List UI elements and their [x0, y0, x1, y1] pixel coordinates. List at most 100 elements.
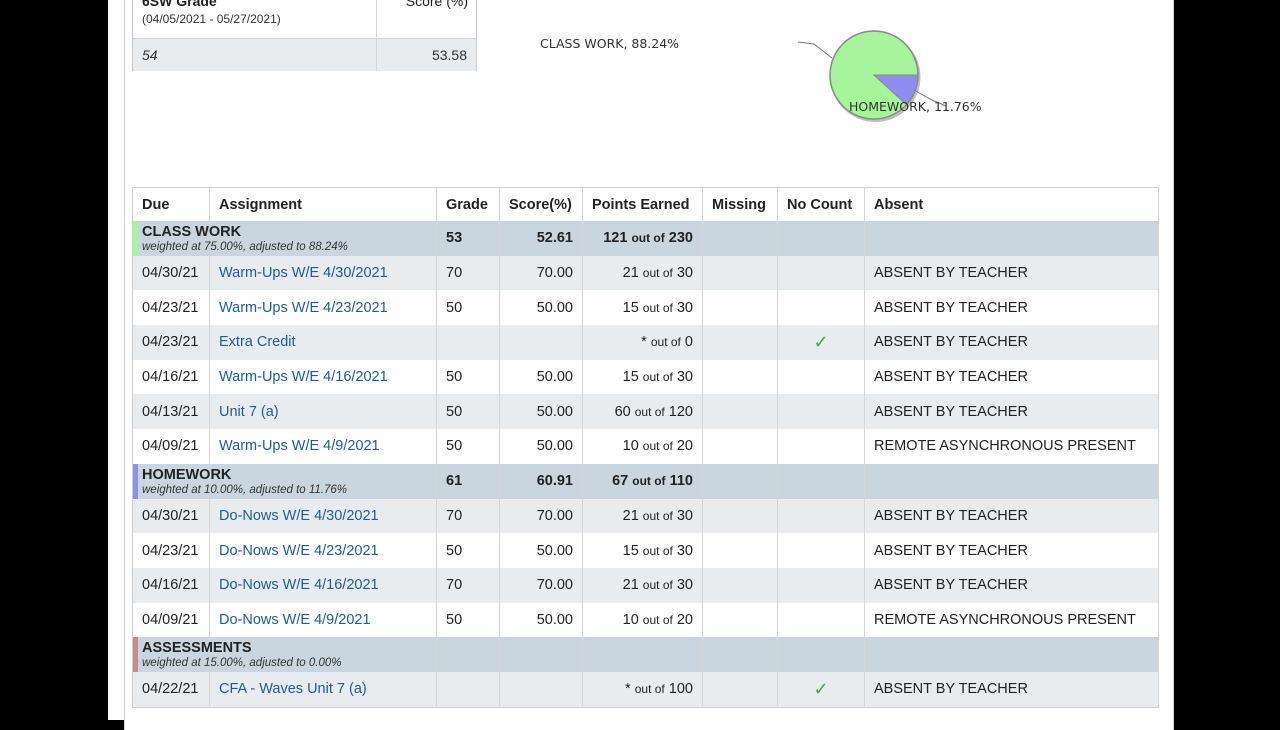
category-row: CLASS WORK weighted at 75.00%, adjusted …: [132, 221, 1159, 256]
category-row: HOMEWORK weighted at 10.00%, adjusted to…: [132, 463, 1159, 499]
category-pie-chart: CLASS WORK, 88.24% HOMEWORK, 11.76%: [528, 20, 998, 130]
assignment-score: 50.00: [499, 533, 583, 568]
assignment-link[interactable]: Warm-Ups W/E 4/30/2021: [219, 265, 388, 282]
points-earned: *: [625, 681, 631, 698]
category-grade: 61: [436, 463, 500, 499]
col-score[interactable]: Score(%): [499, 187, 583, 221]
assignment-link[interactable]: Unit 7 (a): [219, 403, 279, 420]
points-earned: 10: [622, 438, 639, 455]
assignment-nocount: [777, 602, 865, 638]
category-nocount: [777, 637, 865, 672]
pie-label-homework: HOMEWORK, 11.76%: [849, 99, 982, 114]
due-date: 04/16/21: [132, 567, 210, 603]
category-cell: CLASS WORK weighted at 75.00%, adjusted …: [132, 221, 437, 256]
assignment-link[interactable]: Do-Nows W/E 4/30/2021: [219, 507, 379, 524]
due-date: 04/22/21: [132, 671, 210, 708]
due-date: 04/13/21: [132, 394, 210, 430]
col-no-count[interactable]: No Count: [777, 187, 865, 221]
summary-score-header: Score (%): [405, 0, 468, 9]
assignment-points: 15 out of 30: [582, 290, 703, 326]
assignment-cell: Warm-Ups W/E 4/23/2021: [209, 290, 437, 326]
assignment-nocount: [777, 359, 865, 395]
assignment-link[interactable]: CFA - Waves Unit 7 (a): [219, 681, 367, 698]
out-of-label: out of: [642, 439, 673, 454]
points-possible: 20: [676, 611, 693, 628]
due-date: 04/30/21: [132, 498, 210, 534]
out-of-label: out of: [650, 335, 681, 350]
category-score: 52.61: [499, 221, 583, 256]
assignment-points: 60 out of 120: [582, 394, 703, 430]
assignment-grade: [436, 671, 500, 708]
assignments-table: Due Assignment Grade Score(%) Points Ear…: [132, 187, 1159, 708]
assignment-row: 04/30/21 Warm-Ups W/E 4/30/2021 70 70.00…: [132, 255, 1159, 291]
assignment-link[interactable]: Do-Nows W/E 4/23/2021: [219, 542, 379, 559]
assignment-grade: 70: [436, 498, 500, 534]
assignment-absent: ABSENT BY TEACHER: [864, 533, 1159, 568]
col-missing[interactable]: Missing: [702, 187, 778, 221]
due-date: 04/30/21: [132, 255, 210, 291]
assignment-row: 04/23/21 Do-Nows W/E 4/23/2021 50 50.00 …: [132, 533, 1159, 568]
col-grade[interactable]: Grade: [436, 187, 500, 221]
col-due[interactable]: Due: [132, 187, 210, 221]
assignment-cell: Do-Nows W/E 4/30/2021: [209, 498, 437, 534]
category-name: CLASS WORK: [142, 223, 242, 240]
category-absent: [864, 221, 1159, 256]
assignment-row: 04/13/21 Unit 7 (a) 50 50.00 60 out of 1…: [132, 394, 1159, 430]
assignment-absent: ABSENT BY TEACHER: [864, 255, 1159, 291]
category-points-possible: 230: [668, 230, 693, 247]
points-earned: 21: [622, 577, 639, 594]
col-assignment[interactable]: Assignment: [209, 187, 437, 221]
assignment-nocount: [777, 290, 865, 326]
due-date: 04/09/21: [132, 602, 210, 638]
out-of-label: out of: [642, 543, 673, 558]
assignment-score: 50.00: [499, 429, 583, 464]
points-possible: 0: [684, 334, 693, 351]
col-points-earned[interactable]: Points Earned: [582, 187, 703, 221]
points-possible: 30: [676, 542, 693, 559]
category-grade: [436, 637, 500, 672]
due-date: 04/23/21: [132, 533, 210, 568]
assignment-score: 50.00: [499, 290, 583, 326]
assignment-absent: ABSENT BY TEACHER: [864, 394, 1159, 430]
category-points: 67 out of 110: [582, 463, 703, 499]
assignment-missing: [702, 394, 778, 430]
pie-label-class-work: CLASS WORK, 88.24%: [540, 36, 680, 51]
assignment-link[interactable]: Warm-Ups W/E 4/23/2021: [219, 299, 388, 316]
category-points: 121 out of 230: [582, 221, 703, 256]
assignment-cell: CFA - Waves Unit 7 (a): [209, 671, 437, 708]
category-weight: weighted at 75.00%, adjusted to 88.24%: [142, 240, 348, 253]
assignment-link[interactable]: Do-Nows W/E 4/9/2021: [219, 611, 371, 628]
assignment-grade: 50: [436, 359, 500, 395]
points-possible: 30: [676, 577, 693, 594]
assignment-points: 15 out of 30: [582, 359, 703, 395]
category-nocount: [777, 463, 865, 499]
assignment-points: 10 out of 20: [582, 602, 703, 638]
points-earned: 21: [622, 507, 639, 524]
assignment-link[interactable]: Extra Credit: [219, 334, 296, 351]
col-absent[interactable]: Absent: [864, 187, 1159, 221]
category-cell: HOMEWORK weighted at 10.00%, adjusted to…: [132, 463, 437, 499]
out-of-label: out of: [642, 578, 673, 593]
points-possible: 30: [676, 299, 693, 316]
assignment-grade: 50: [436, 394, 500, 430]
assignment-link[interactable]: Warm-Ups W/E 4/9/2021: [219, 438, 380, 455]
table-body: CLASS WORK weighted at 75.00%, adjusted …: [132, 221, 1159, 708]
assignment-score: 50.00: [499, 359, 583, 395]
category-points-possible: 110: [669, 473, 693, 490]
due-date: 04/16/21: [132, 359, 210, 395]
assignment-cell: Extra Credit: [209, 325, 437, 360]
category-weight: weighted at 10.00%, adjusted to 11.76%: [142, 483, 348, 496]
out-of-label: out of: [632, 474, 666, 489]
category-missing: [702, 637, 778, 672]
assignment-grade: 70: [436, 255, 500, 291]
assignment-link[interactable]: Do-Nows W/E 4/16/2021: [219, 577, 379, 594]
summary-value-row: 54 53.58: [133, 38, 476, 71]
assignment-missing: [702, 429, 778, 464]
category-points-earned: 67: [612, 473, 629, 490]
gradebook-page: 6SW Grade (04/05/2021 - 05/27/2021) Scor…: [108, 0, 1174, 730]
assignment-score: 70.00: [499, 567, 583, 603]
assignment-row: 04/22/21 CFA - Waves Unit 7 (a) * out of…: [132, 671, 1159, 708]
category-points-earned: 121: [603, 230, 628, 247]
assignment-link[interactable]: Warm-Ups W/E 4/16/2021: [219, 369, 388, 386]
assignment-missing: [702, 567, 778, 603]
